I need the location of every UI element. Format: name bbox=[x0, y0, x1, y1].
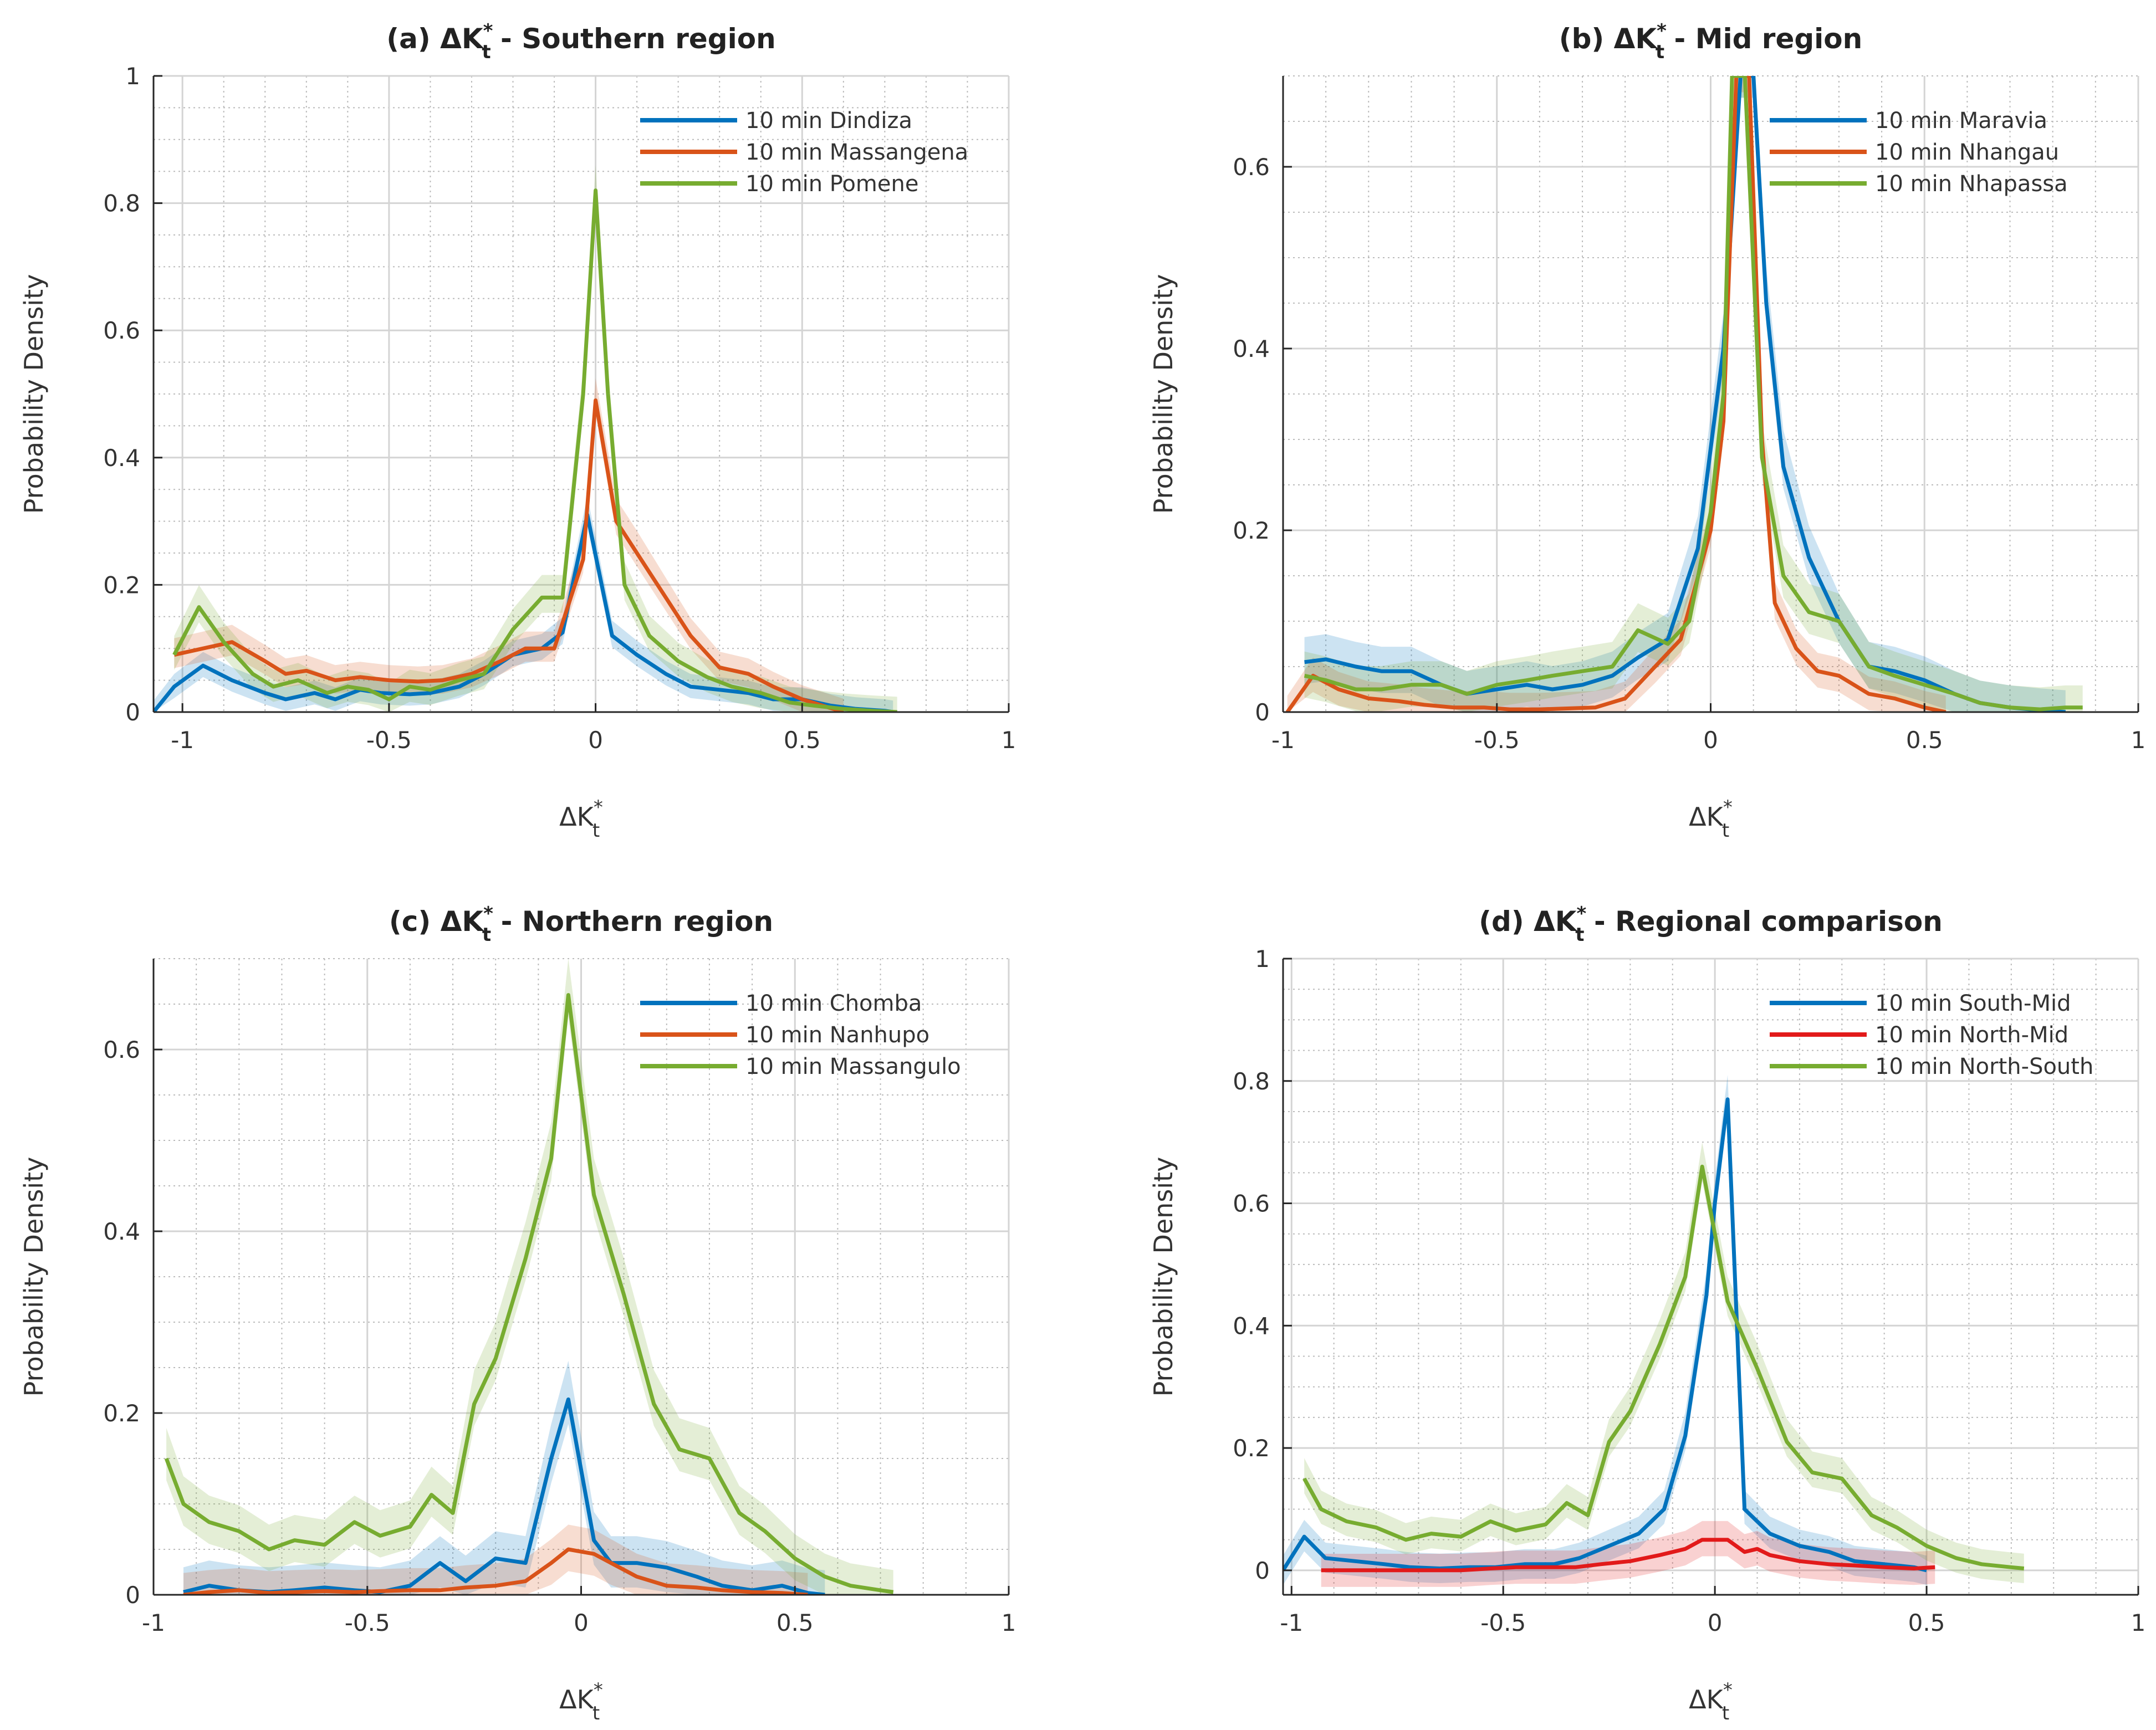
y-tick-label: 0.2 bbox=[1233, 517, 1270, 544]
x-tick-label: -0.5 bbox=[1480, 1609, 1526, 1636]
panel-title: (d) ΔK* t - Regional comparison bbox=[1479, 903, 1943, 946]
legend-entry: 10 min Nanhupo bbox=[745, 1022, 929, 1048]
legend-entry: 10 min North-Mid bbox=[1875, 1022, 2068, 1048]
panel-title: (c) ΔK* t - Northern region bbox=[389, 903, 773, 946]
y-tick-label: 0.6 bbox=[103, 1036, 140, 1063]
x-tick-label: -1 bbox=[171, 726, 194, 754]
panel-d-regional-comparison: -1 -0.5 0 0.5 1 0 0.2 0.4 0.6 0.8 1 (d) ΔK* t - Regi… bbox=[1148, 903, 2145, 1724]
y-tick-label: 1 bbox=[1255, 945, 1270, 973]
series-line-b-1 bbox=[1285, 76, 1946, 712]
x-tick-label: 0.5 bbox=[1906, 726, 1943, 754]
series-line-c-1 bbox=[183, 1547, 808, 1595]
y-axis-label: Probability Density bbox=[19, 1157, 49, 1397]
panel-b-mid-region: -1 -0.5 0 0.5 1 0 0.2 0.4 0.6 (b) ΔK* t - Mid regi… bbox=[1148, 20, 2145, 842]
x-tick-label: -0.5 bbox=[345, 1609, 390, 1636]
y-tick-label: 0.8 bbox=[1233, 1068, 1270, 1095]
y-tick-label: 0.4 bbox=[103, 1218, 140, 1245]
y-tick-label: 0.4 bbox=[1233, 335, 1270, 362]
y-tick-label: 0.4 bbox=[1233, 1312, 1270, 1339]
y-tick-label: 0 bbox=[1255, 699, 1270, 726]
x-tick-label: 0 bbox=[588, 726, 603, 754]
series-line-a-1 bbox=[173, 398, 844, 712]
confidence-band-c-2 bbox=[166, 959, 893, 1595]
x-tick-label: 1 bbox=[1002, 726, 1016, 754]
x-tick-label: 0 bbox=[574, 1609, 589, 1636]
axes-b: -1 -0.5 0 0.5 1 0 0.2 0.4 0.6 bbox=[1233, 76, 2145, 754]
y-tick-label: 1 bbox=[125, 63, 140, 90]
y-tick-label: 0 bbox=[1255, 1557, 1270, 1584]
legend-entry: 10 min Chomba bbox=[745, 991, 922, 1016]
axes-a: -1 -0.5 0 0.5 1 0 0.2 0.4 0.6 0.8 1 bbox=[103, 63, 1016, 754]
confidence-band-c-1 bbox=[183, 1524, 808, 1595]
y-tick-label: 0.2 bbox=[103, 571, 140, 598]
y-tick-label: 0.4 bbox=[103, 444, 140, 472]
x-tick-label: 1 bbox=[2131, 1609, 2146, 1636]
series-line-d-1 bbox=[1321, 1538, 1935, 1573]
legend-c: 10 min Chomba 10 min Nanhupo 10 min Massan… bbox=[640, 991, 961, 1079]
panel-c-northern-region: -1 -0.5 0 0.5 1 0 0.2 0.4 0.6 (c) ΔK* t - Northern… bbox=[19, 903, 1016, 1724]
y-tick-label: 0.8 bbox=[103, 190, 140, 217]
axes-d: -1 -0.5 0 0.5 1 0 0.2 0.4 0.6 0.8 1 bbox=[1233, 945, 2145, 1636]
legend-entry: 10 min Nhangau bbox=[1875, 140, 2059, 165]
x-tick-label: 0.5 bbox=[1908, 1609, 1945, 1636]
x-axis-label: ΔK* t bbox=[1689, 796, 1733, 842]
y-tick-label: 0.6 bbox=[103, 317, 140, 344]
x-tick-label: -1 bbox=[1280, 1609, 1303, 1636]
y-tick-label: 0.6 bbox=[1233, 1190, 1270, 1217]
y-tick-label: 0.2 bbox=[103, 1400, 140, 1427]
x-tick-label: 0.5 bbox=[776, 1609, 814, 1636]
x-axis-label: ΔK* t bbox=[559, 1679, 603, 1724]
x-tick-label: -1 bbox=[142, 1609, 165, 1636]
legend-d: 10 min South-Mid 10 min North-Mid 10 min N… bbox=[1770, 991, 2093, 1079]
y-tick-label: 0 bbox=[125, 699, 140, 726]
grid-d bbox=[1283, 958, 2139, 1595]
legend-b: 10 min Maravia 10 min Nhangau 10 min Nhapa… bbox=[1770, 108, 2068, 197]
legend-entry: 10 min Pomene bbox=[745, 171, 918, 197]
x-tick-label: -0.5 bbox=[1474, 726, 1520, 754]
legend-a: 10 min Dindiza 10 min Massangena 10 min Po… bbox=[640, 108, 968, 197]
legend-entry: 10 min Maravia bbox=[1875, 108, 2047, 134]
legend-entry: 10 min South-Mid bbox=[1875, 991, 2071, 1016]
x-axis-label: ΔK* t bbox=[1689, 1679, 1733, 1724]
y-tick-label: 0.2 bbox=[1233, 1435, 1270, 1462]
x-tick-label: 1 bbox=[1002, 1609, 1016, 1636]
confidence-band-b-2 bbox=[1304, 76, 2083, 712]
legend-entry: 10 min Nhapassa bbox=[1875, 171, 2068, 197]
panel-a-southern-region: -1 -0.5 0 0.5 1 0 0.2 0.4 0.6 0.8 1 (a) ΔK* t - Sout… bbox=[19, 20, 1016, 842]
confidence-band-c-0 bbox=[183, 1360, 825, 1595]
x-tick-label: 0 bbox=[1703, 726, 1718, 754]
x-tick-label: -1 bbox=[1271, 726, 1295, 754]
x-tick-label: 0.5 bbox=[784, 726, 821, 754]
series-line-b-2 bbox=[1304, 76, 2083, 712]
y-axis-label: Probability Density bbox=[19, 274, 49, 514]
x-tick-label: 0 bbox=[1708, 1609, 1723, 1636]
legend-entry: 10 min North-South bbox=[1875, 1054, 2093, 1079]
y-axis-label: Probability Density bbox=[1148, 1157, 1178, 1397]
panel-title: (a) ΔK* t - Southern region bbox=[386, 20, 775, 63]
panel-title: (b) ΔK* t - Mid region bbox=[1559, 20, 1863, 63]
series-line-b-0 bbox=[1304, 76, 2066, 712]
x-tick-label: -0.5 bbox=[366, 726, 412, 754]
series-line-c-2 bbox=[164, 993, 894, 1594]
confidence-band-d-2 bbox=[1304, 1142, 2024, 1583]
x-axis-label: ΔK* t bbox=[559, 796, 603, 842]
series-line-a-2 bbox=[172, 188, 897, 712]
axes-c: -1 -0.5 0 0.5 1 0 0.2 0.4 0.6 bbox=[103, 959, 1016, 1636]
legend-entry: 10 min Massangulo bbox=[745, 1054, 961, 1079]
series-line-d-0 bbox=[1283, 1097, 1927, 1573]
y-tick-label: 0.6 bbox=[1233, 153, 1270, 181]
y-tick-label: 0 bbox=[125, 1581, 140, 1609]
confidence-band-a-1 bbox=[174, 378, 844, 712]
x-tick-label: 1 bbox=[2131, 726, 2146, 754]
y-axis-label: Probability Density bbox=[1148, 274, 1178, 514]
legend-entry: 10 min Dindiza bbox=[745, 108, 912, 134]
series-line-d-2 bbox=[1302, 1164, 2025, 1570]
legend-entry: 10 min Massangena bbox=[745, 140, 968, 165]
